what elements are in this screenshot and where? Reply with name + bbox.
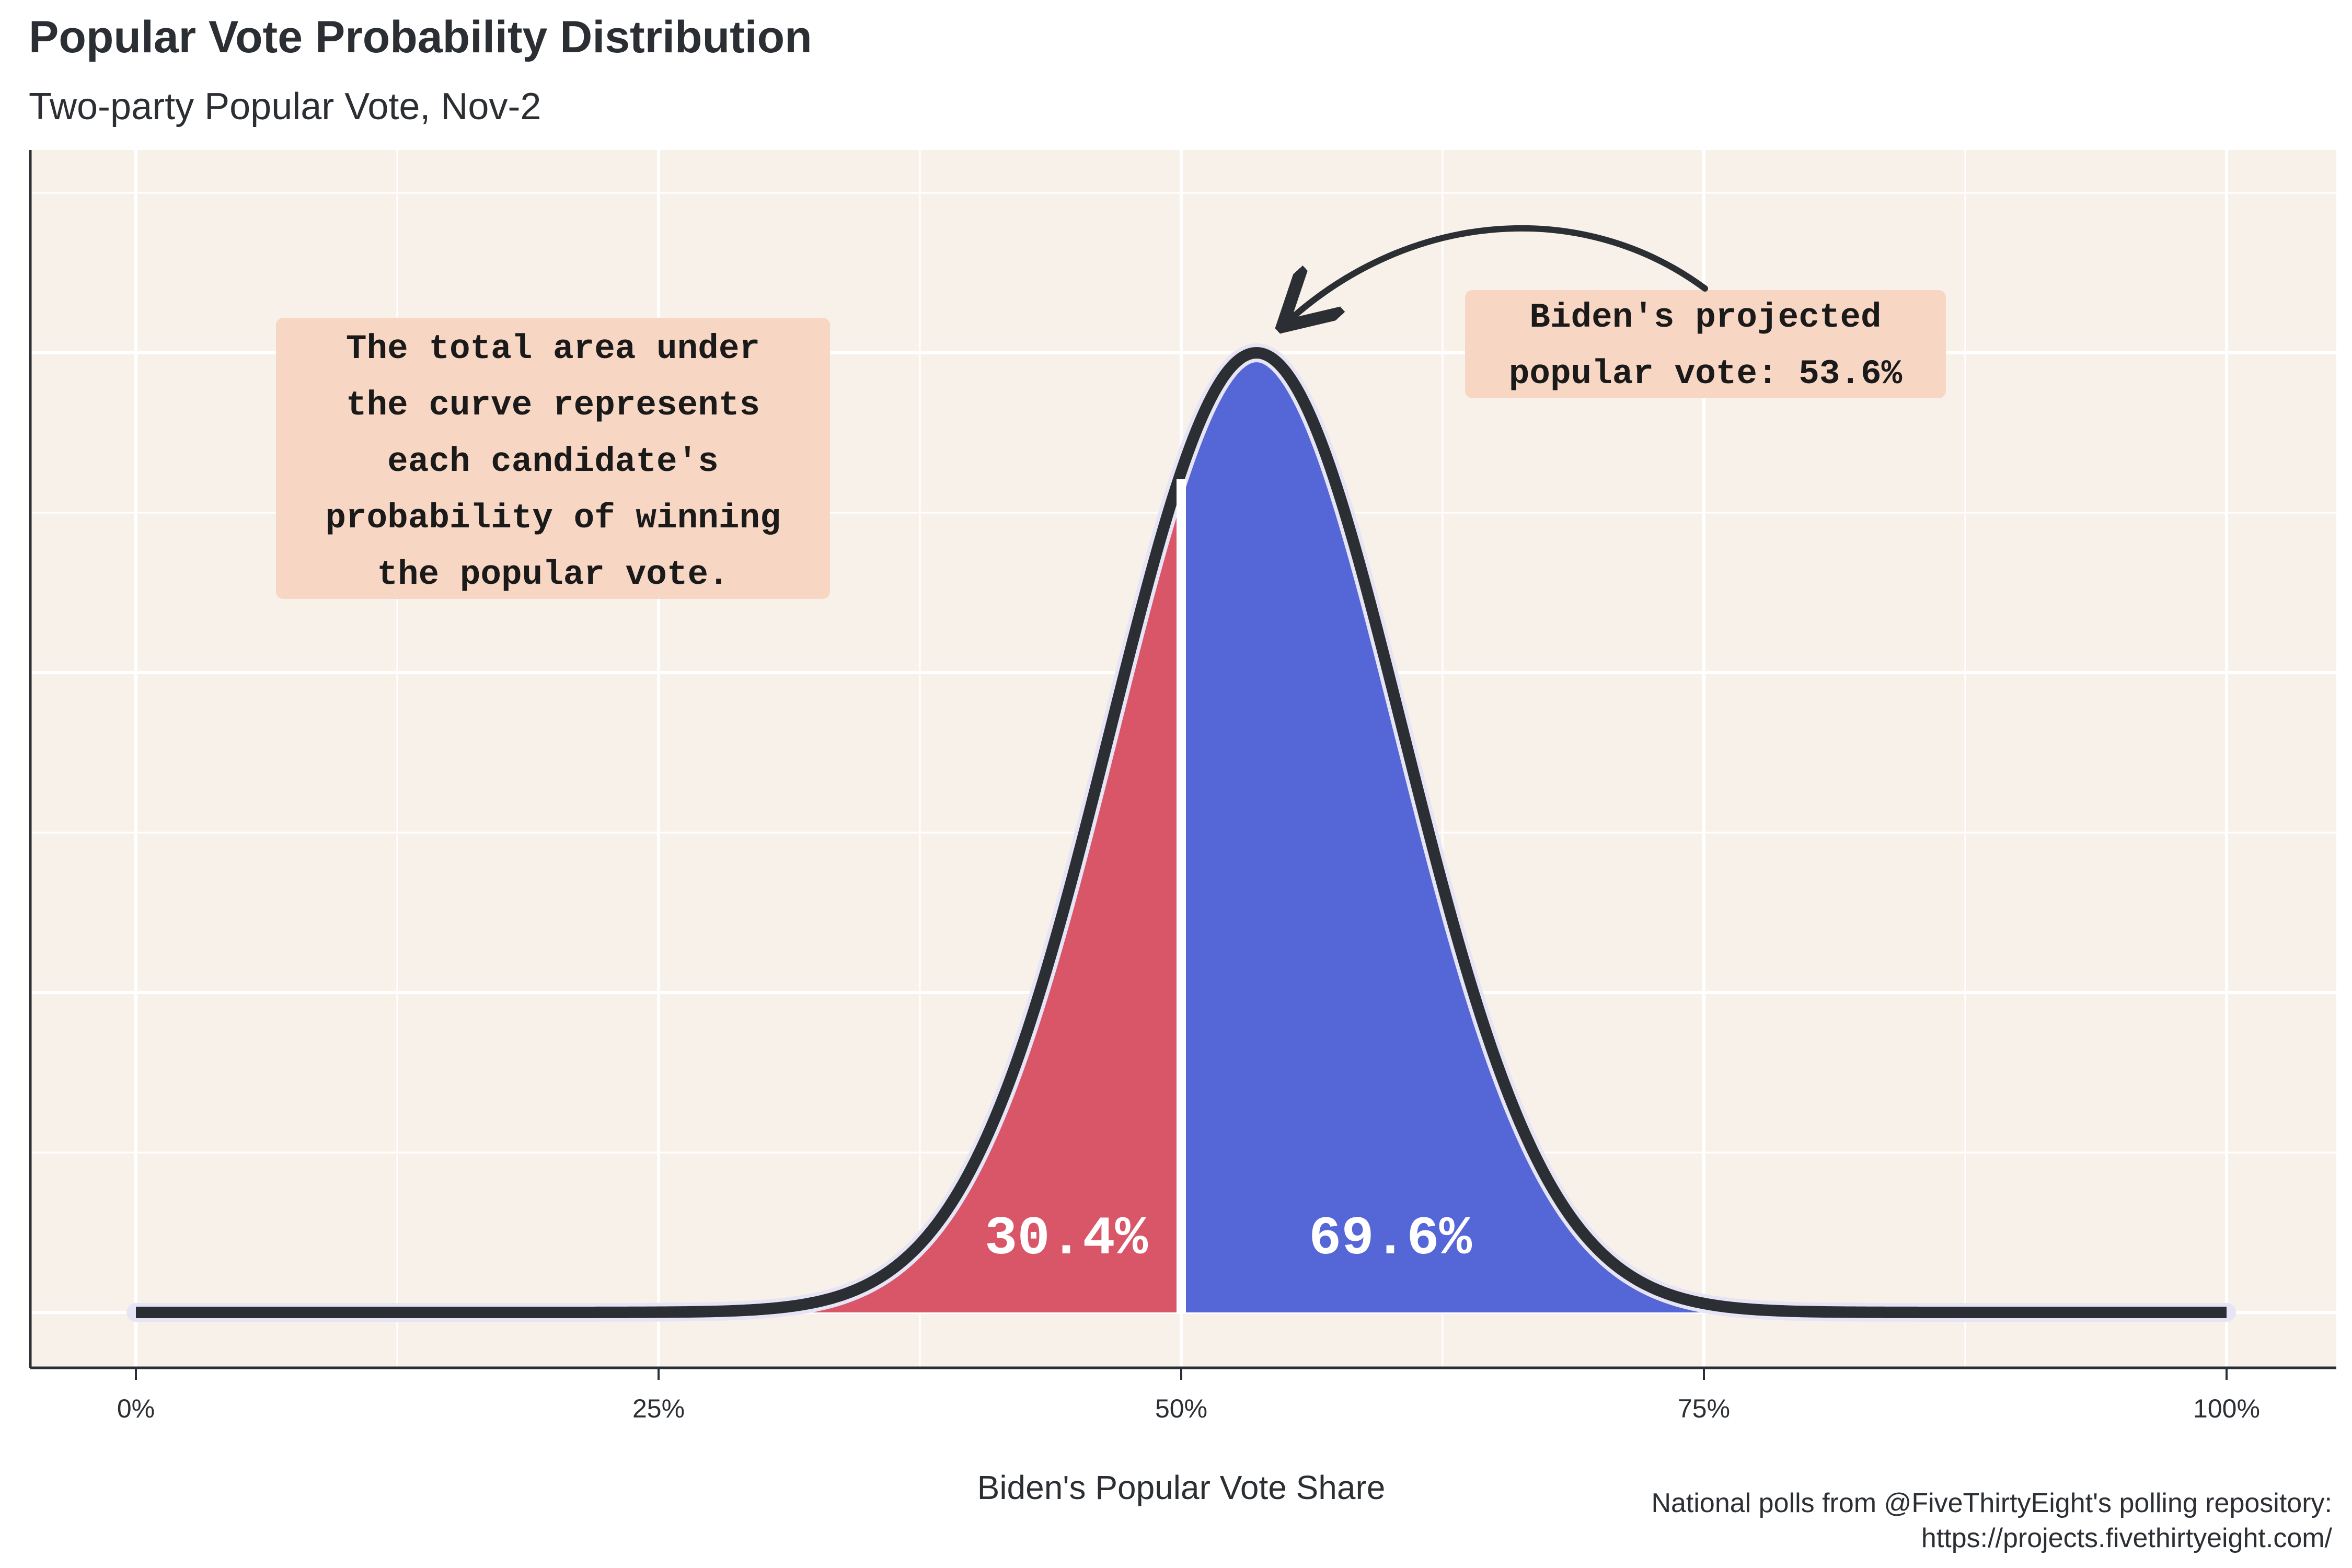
area-note-line: each candidate's	[387, 442, 719, 481]
area-note-box	[276, 318, 830, 599]
x-tick-label: 75%	[1678, 1394, 1730, 1423]
projection-note-line: Biden's projected	[1529, 298, 1881, 337]
x-tick-label: 0%	[117, 1394, 155, 1423]
biden-probability-label: 69.6%	[1309, 1208, 1472, 1270]
chart-subtitle: Two-party Popular Vote, Nov-2	[29, 86, 541, 128]
projection-arrow	[1287, 225, 1708, 322]
area-note-line: probability of winning	[325, 499, 780, 538]
x-tick-label: 25%	[632, 1394, 685, 1423]
projection-note-box	[1465, 290, 1946, 398]
density-curve	[132, 347, 2230, 1318]
area-note-line: the curve represents	[346, 386, 760, 425]
chart-title: Popular Vote Probability Distribution	[29, 12, 812, 62]
trump-probability-label: 30.4%	[985, 1208, 1148, 1270]
x-tick-label: 100%	[2193, 1394, 2260, 1423]
source-caption-line: National polls from @FiveThirtyEight's p…	[1651, 1488, 2332, 1518]
projection-note-line: popular vote: 53.6%	[1509, 354, 1903, 394]
x-axis-ticks: 0% 25% 50% 75% 100%	[117, 1368, 2260, 1423]
area-note-line: The total area under	[346, 329, 760, 368]
trump-probability-area	[136, 471, 1181, 1313]
source-caption-line: https://projects.fivethirtyeight.com/	[1921, 1523, 2333, 1553]
x-tick-label: 50%	[1155, 1394, 1207, 1423]
x-axis-label: Biden's Popular Vote Share	[977, 1469, 1386, 1506]
biden-probability-area	[1181, 353, 2227, 1312]
area-note-line: the popular vote.	[377, 555, 729, 594]
